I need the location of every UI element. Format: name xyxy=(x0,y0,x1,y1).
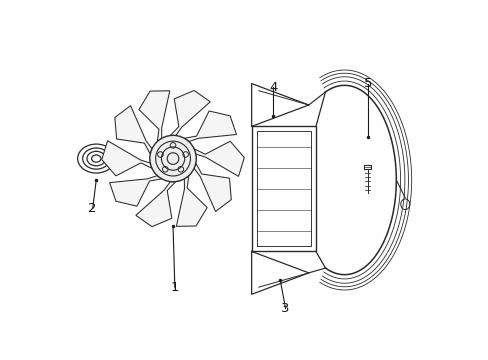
Polygon shape xyxy=(176,176,207,226)
Polygon shape xyxy=(109,176,162,206)
Polygon shape xyxy=(194,141,244,176)
Polygon shape xyxy=(194,163,231,211)
Text: 2: 2 xyxy=(88,202,97,215)
Circle shape xyxy=(149,135,196,182)
Text: 4: 4 xyxy=(268,81,277,94)
Polygon shape xyxy=(136,181,176,227)
Text: 3: 3 xyxy=(281,302,289,315)
Text: 1: 1 xyxy=(170,281,179,294)
Polygon shape xyxy=(115,105,152,154)
Text: 5: 5 xyxy=(363,77,371,90)
Polygon shape xyxy=(184,111,236,141)
Polygon shape xyxy=(170,90,210,135)
Polygon shape xyxy=(102,141,152,176)
Polygon shape xyxy=(139,91,169,141)
